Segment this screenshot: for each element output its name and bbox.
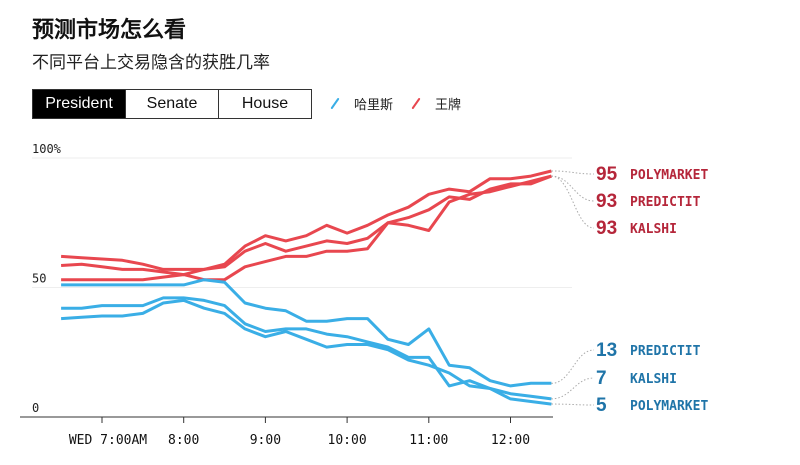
label-connector [551,377,595,400]
series-line-harris-polymarket [61,298,552,406]
tab-president[interactable]: President [33,90,125,118]
series-final-value: 5 [596,395,607,416]
y-tick-label: 100% [32,142,62,156]
series-line-trump-polymarket [61,169,552,271]
label-connector [551,349,595,384]
legend: 哈里斯 王牌 [326,94,475,113]
series-final-value: 95 [596,164,618,185]
x-tick-label: 12:00 [491,433,530,448]
label-connector [551,175,595,202]
label-connector [551,175,595,229]
legend-harris: 哈里斯 [354,98,394,113]
x-tick-label: 10:00 [328,433,367,448]
series-label: PREDICTIT [630,344,701,359]
series-label: KALSHI [630,222,677,237]
series-line-harris-kalshi [61,296,552,401]
label-connector [551,403,595,406]
legend-trump: 王牌 [435,98,462,113]
tab-house[interactable]: House [218,90,311,118]
series-final-value: 7 [596,368,607,389]
series-label: POLYMARKET [630,399,708,414]
x-tick-label: WED 7:00AM [69,433,147,448]
series-line-harris-predictit [61,278,552,388]
series-label: POLYMARKET [630,168,708,183]
series-label: PREDICTIT [630,195,701,210]
series-final-value: 13 [596,340,617,361]
x-tick-label: 9:00 [250,433,281,448]
y-tick-label: 50 [32,272,46,286]
chart-subtitle: 不同平台上交易隐含的获胜几率 [32,53,270,73]
series-final-value: 93 [596,191,617,212]
tab-senate[interactable]: Senate [125,90,218,118]
chart-title: 预测市场怎么看 [32,18,187,43]
series-line-trump-kalshi [61,174,552,282]
x-tick-label: 8:00 [168,433,199,448]
series-label: KALSHI [630,372,677,387]
series-final-value: 93 [596,218,617,239]
series-line-trump-predictit [61,174,552,277]
y-tick-label: 0 [32,401,39,415]
label-connector [551,170,595,175]
race-tabs: President Senate House [32,89,312,119]
x-tick-label: 11:00 [409,433,448,448]
